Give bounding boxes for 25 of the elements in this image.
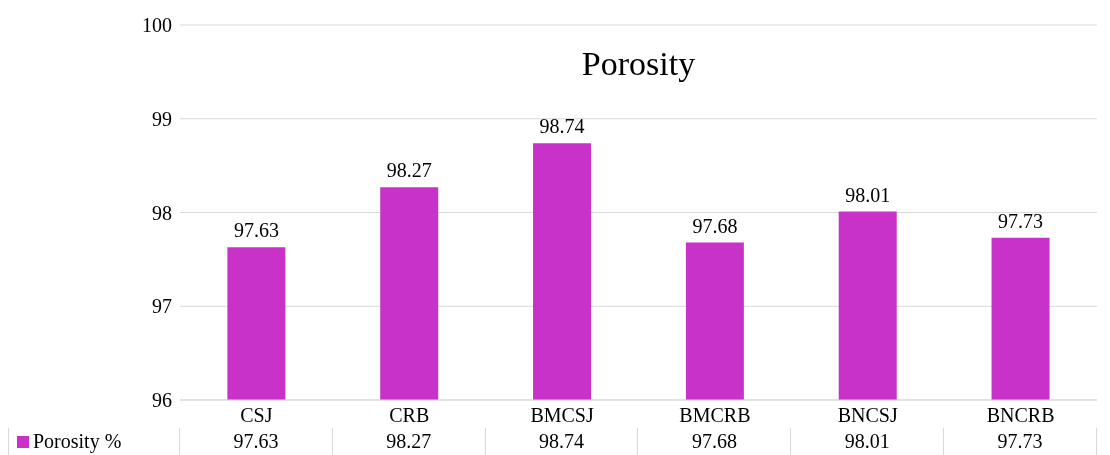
x-tick-label: BMCRB bbox=[679, 404, 751, 427]
text: Porosity bbox=[581, 45, 696, 82]
annotation: 98.27 bbox=[386, 159, 432, 182]
data-label: 97.63 bbox=[180, 428, 333, 455]
y-tick-label: 100 bbox=[142, 14, 172, 37]
x-tick-label: BNCSJ bbox=[837, 404, 898, 427]
y-tick-label: 99 bbox=[152, 107, 172, 130]
annotation: 97.73 bbox=[998, 209, 1044, 232]
data-label: 98.01 bbox=[791, 428, 945, 455]
y-tick-label: 98 bbox=[152, 201, 172, 224]
x-tick-label: BMCSJ bbox=[530, 404, 594, 427]
data-label: 98.74 bbox=[485, 428, 639, 455]
y-tick-label: 97 bbox=[152, 295, 172, 318]
data-label: 97.73 bbox=[944, 428, 1097, 455]
x-tick-label: CSJ bbox=[240, 404, 273, 427]
annotation: 97.68 bbox=[692, 214, 738, 237]
x-tick-label: CRB bbox=[389, 404, 430, 427]
y-tick-label: 96 bbox=[152, 389, 172, 412]
data-label: 97.68 bbox=[638, 428, 792, 455]
annotation: 98.74 bbox=[539, 115, 585, 138]
annotation: 97.63 bbox=[233, 219, 279, 242]
x-tick-label: BNCRB bbox=[986, 404, 1055, 427]
legend-label: Porosity % bbox=[33, 429, 122, 455]
annotation: 98.01 bbox=[845, 183, 891, 206]
data-label: 98.27 bbox=[332, 428, 486, 455]
